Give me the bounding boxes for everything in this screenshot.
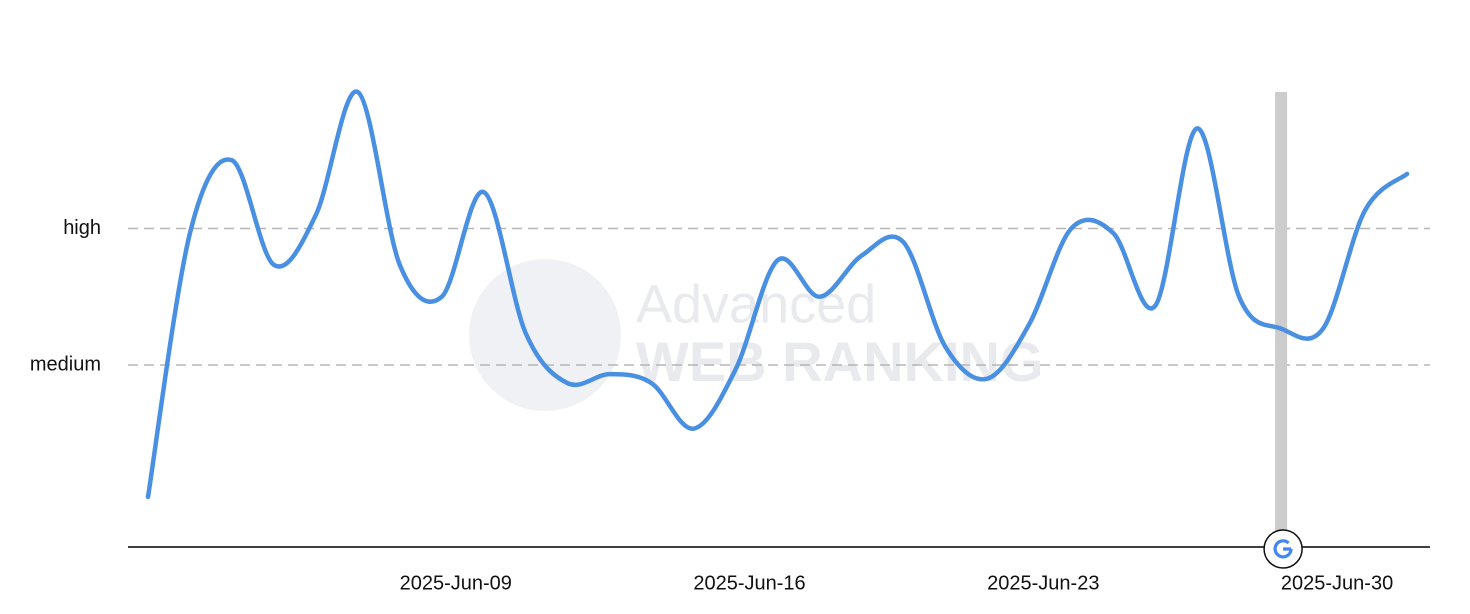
x-tick-label: 2025-Jun-16 [693, 572, 805, 594]
series-line [145, 89, 1410, 500]
x-tick-label: 2025-Jun-30 [1281, 572, 1393, 594]
event-icon [1263, 529, 1303, 569]
x-tick-label: 2025-Jun-23 [987, 572, 1099, 594]
watermark: Advanced WEB RANKING [469, 259, 1044, 411]
watermark-globe [469, 259, 621, 411]
y-tick-label: medium [30, 353, 101, 375]
x-tick-label: 2025-Jun-09 [400, 572, 512, 594]
y-tick-label: high [63, 217, 101, 239]
event-icon-g [1273, 539, 1293, 559]
event-bar [1275, 92, 1288, 547]
watermark-text: WEB RANKING [636, 330, 1044, 393]
